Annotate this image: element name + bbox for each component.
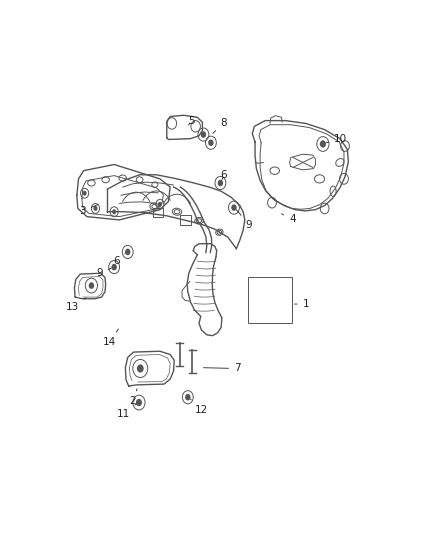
Text: 11: 11 [117,404,137,418]
Circle shape [125,248,131,255]
Circle shape [93,206,98,211]
Text: 6: 6 [220,170,227,180]
Text: 14: 14 [103,329,118,347]
Circle shape [158,202,162,207]
Text: 2: 2 [130,389,137,406]
Circle shape [218,180,223,186]
Circle shape [83,191,87,196]
Text: 10: 10 [326,134,347,144]
Text: 1: 1 [294,299,309,309]
Circle shape [231,204,237,211]
Text: 9: 9 [96,268,111,278]
Circle shape [111,264,117,270]
Text: 7: 7 [204,364,241,374]
Circle shape [88,282,94,289]
Circle shape [112,209,116,214]
Circle shape [320,140,326,148]
Text: 8: 8 [213,118,227,133]
Text: 5: 5 [188,116,194,126]
Circle shape [185,394,191,400]
Circle shape [201,131,206,138]
Circle shape [137,365,144,373]
Text: 9: 9 [237,210,252,230]
Text: 13: 13 [66,298,86,312]
Text: 3: 3 [79,205,98,216]
Bar [180,215,191,225]
Text: 6: 6 [113,254,125,266]
Bar [153,207,163,217]
Text: 12: 12 [191,399,208,415]
Bar [247,277,292,322]
Circle shape [136,399,142,406]
Text: 4: 4 [281,214,296,224]
Circle shape [208,140,214,146]
